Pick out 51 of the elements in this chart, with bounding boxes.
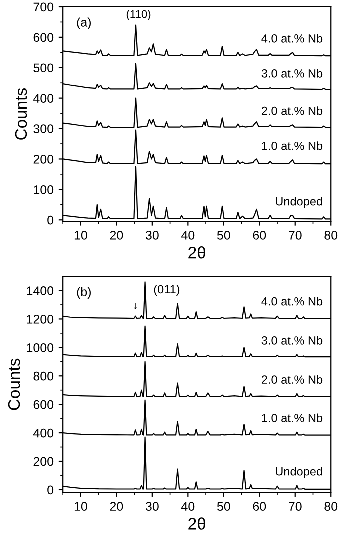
x-tick-label: 30 bbox=[146, 231, 159, 240]
x-axis-title: 2θ bbox=[188, 518, 206, 530]
y-tick-label: 1400 bbox=[27, 286, 54, 296]
series-label: Undoped bbox=[276, 197, 322, 208]
y-tick-label: 300 bbox=[34, 124, 54, 134]
series-label: Undoped bbox=[276, 467, 322, 478]
x-tick-label: 80 bbox=[324, 231, 338, 240]
y-tick-label: 0 bbox=[48, 216, 54, 225]
y-tick-label: 100 bbox=[34, 185, 54, 194]
x-tick-label: 50 bbox=[217, 231, 230, 240]
y-tick-label: 600 bbox=[34, 400, 54, 410]
y-tick-label: 200 bbox=[34, 457, 54, 466]
y-tick-label: 200 bbox=[34, 155, 54, 164]
series-label: 3.0 at.% Nb bbox=[262, 69, 323, 78]
y-tick-label: 700 bbox=[34, 2, 54, 12]
series-label: 4.0 at.% Nb bbox=[262, 34, 323, 43]
x-tick-label: 70 bbox=[289, 502, 302, 512]
x-tick-label: 10 bbox=[74, 231, 88, 240]
y-tick-label: 0 bbox=[48, 486, 54, 495]
y-axis-title: Counts bbox=[8, 358, 20, 410]
annotation: (011) bbox=[154, 285, 180, 296]
series-label: 3.0 at.% Nb bbox=[262, 336, 323, 345]
series-label: 2.0 at.% Nb bbox=[262, 375, 323, 384]
y-tick-label: 400 bbox=[33, 94, 54, 103]
annotation: (a) bbox=[77, 18, 91, 30]
x-tick-label: 60 bbox=[253, 502, 266, 512]
x-tick-label: 40 bbox=[182, 502, 195, 512]
x-tick-label: 10 bbox=[74, 502, 88, 512]
series-label: 4.0 at.% Nb bbox=[262, 297, 323, 306]
x-tick-label: 50 bbox=[217, 502, 230, 512]
y-tick-label: 400 bbox=[33, 428, 54, 438]
y-tick-label: 500 bbox=[34, 64, 54, 73]
x-tick-label: 40 bbox=[182, 231, 195, 240]
x-tick-label: 20 bbox=[110, 502, 124, 512]
annotation: ↓ bbox=[134, 302, 137, 310]
x-axis-title: 2θ bbox=[188, 246, 206, 259]
y-tick-label: 600 bbox=[34, 33, 54, 42]
annotation: (110) bbox=[126, 10, 151, 20]
y-tick-label: 1000 bbox=[27, 343, 54, 352]
x-tick-label: 20 bbox=[110, 231, 124, 240]
series-label: 1.0 at.% Nb bbox=[262, 414, 323, 422]
y-tick-label: 1200 bbox=[27, 315, 54, 324]
x-tick-label: 30 bbox=[146, 502, 159, 512]
annotation: (b) bbox=[77, 287, 91, 299]
series-label: 2.0 at.% Nb bbox=[262, 106, 323, 116]
y-tick-label: 800 bbox=[34, 372, 54, 381]
y-axis-title: Counts bbox=[15, 88, 28, 140]
x-tick-label: 80 bbox=[324, 502, 338, 512]
series-label: 1.0 at.% Nb bbox=[262, 142, 323, 150]
x-tick-label: 70 bbox=[289, 231, 302, 240]
x-tick-label: 60 bbox=[253, 231, 266, 240]
